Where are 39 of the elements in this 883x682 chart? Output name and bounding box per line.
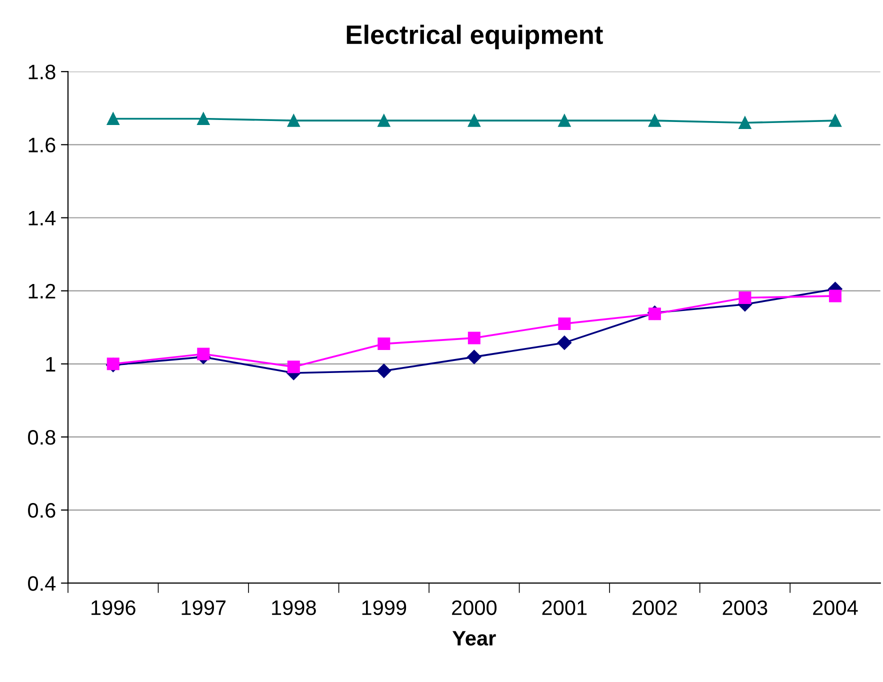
point [468, 332, 480, 344]
y-tick-label: 1.8 [28, 64, 56, 80]
point [828, 290, 842, 302]
point [648, 308, 661, 320]
y-tick-label: 1.2 [28, 284, 56, 298]
y-tick-label: 0.6 [28, 503, 56, 518]
point [738, 292, 752, 304]
point [378, 338, 390, 350]
point [376, 364, 391, 378]
point [558, 317, 571, 330]
point [106, 112, 120, 125]
x-tick-label: 2001 [542, 600, 587, 616]
x-tick-label: 2000 [452, 600, 497, 616]
x-tick-label: 1997 [182, 600, 226, 616]
point [287, 360, 300, 374]
point [738, 116, 752, 130]
point [558, 114, 571, 127]
x-axis-title: Year [452, 631, 496, 646]
point [557, 336, 572, 350]
point [828, 114, 842, 127]
point [197, 112, 210, 125]
point [287, 114, 300, 127]
chart-title: Electrical equipment [346, 24, 603, 50]
x-tick-label: 2004 [813, 600, 858, 616]
x-tick-label: 2003 [722, 600, 768, 616]
point [378, 114, 390, 127]
x-tick-label: 1996 [92, 600, 136, 616]
point [648, 114, 661, 127]
point [468, 114, 480, 127]
x-tick-label: 2002 [632, 600, 677, 616]
y-tick-label: 1.4 [28, 210, 56, 226]
point [467, 350, 482, 364]
y-tick-label: 0.8 [28, 430, 56, 445]
x-tick-label: 1998 [272, 600, 316, 616]
y-tick-label: 0.4 [28, 576, 56, 591]
x-tick-label: 1999 [362, 600, 406, 616]
y-tick-label: 1 [46, 357, 56, 372]
y-tick-label: 1.6 [28, 138, 56, 152]
point [197, 348, 210, 360]
